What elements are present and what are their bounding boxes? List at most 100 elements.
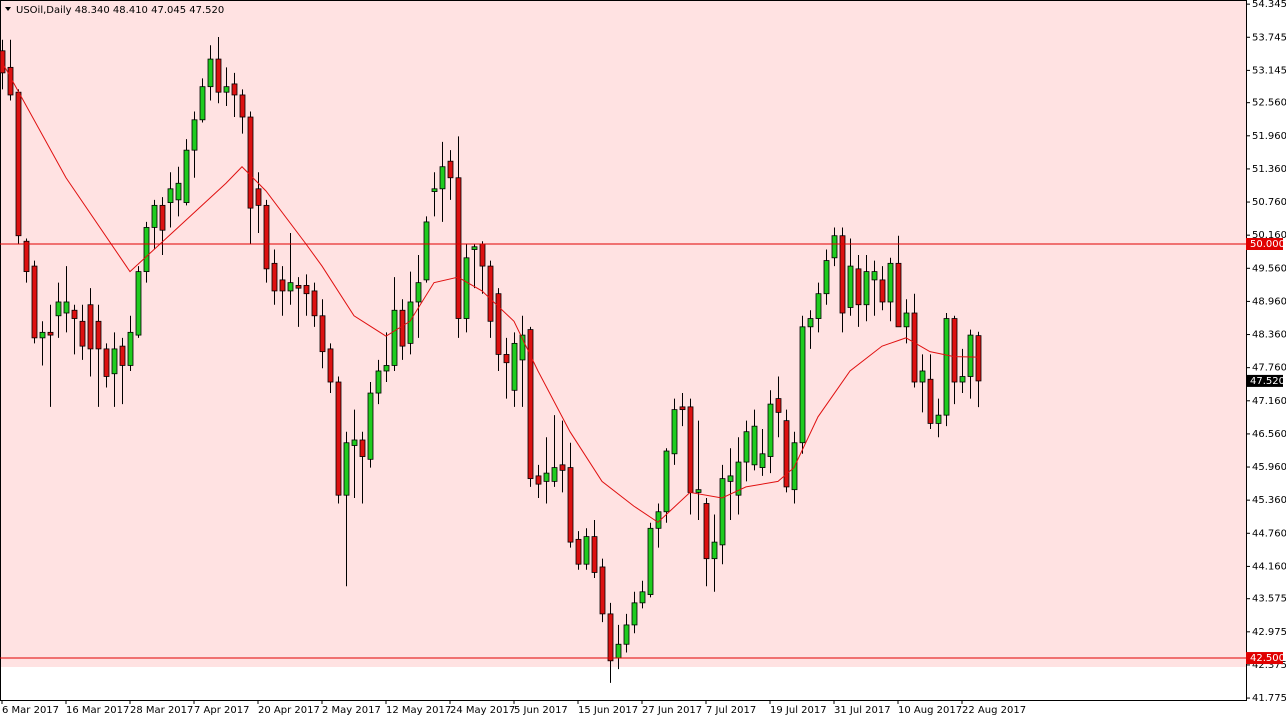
x-tick-label: 22 Aug 2017 [962, 705, 1026, 716]
y-tick-label: 42.975 [1252, 627, 1286, 638]
candle-body [431, 188, 438, 192]
y-tick-label: 50.160 [1252, 230, 1286, 241]
candle-body [951, 318, 958, 383]
candle-body [927, 378, 934, 424]
candle-body [87, 304, 94, 350]
x-tick-label: 19 Jul 2017 [770, 705, 827, 716]
candle-body [735, 461, 742, 496]
candle-body [815, 293, 822, 319]
candle-body [255, 188, 262, 206]
candle-body [847, 265, 854, 308]
y-tick-label: 48.360 [1252, 330, 1286, 341]
candle-body [687, 406, 694, 493]
candle-body [143, 227, 150, 273]
candle-body [31, 265, 38, 339]
candle-body [151, 204, 158, 228]
candle-body [783, 420, 790, 488]
candle-body [775, 398, 782, 413]
candle-body [679, 406, 686, 411]
candle-body [39, 331, 46, 339]
menu-arrow[interactable] [5, 7, 11, 11]
x-tick-label: 12 May 2017 [386, 705, 451, 716]
candle-body [63, 301, 70, 314]
candle-body [103, 348, 110, 377]
candle-body [439, 166, 446, 190]
level-label: 50.000 [1250, 239, 1285, 250]
candle-body [263, 204, 270, 270]
candle-body [247, 116, 254, 209]
candle-body [71, 309, 78, 319]
candle-body [895, 262, 902, 328]
y-tick-label: 49.560 [1252, 263, 1286, 274]
candle-body [583, 536, 590, 565]
candle-body [719, 478, 726, 546]
candle-body [879, 279, 886, 303]
y-tick-label: 47.760 [1252, 363, 1286, 374]
shaded-zone [0, 0, 1246, 667]
y-tick-label: 45.960 [1252, 462, 1286, 473]
candle-body [751, 425, 758, 466]
moving-average [1, 61, 979, 523]
candle-body [903, 312, 910, 328]
candle-body [183, 149, 190, 204]
candle-body [887, 262, 894, 303]
candle-body [727, 475, 734, 482]
candle-body [759, 453, 766, 468]
level-label-bg [1246, 238, 1283, 251]
y-tick-label: 48.960 [1252, 296, 1286, 307]
candle-body [591, 536, 598, 573]
candle-body [551, 467, 558, 482]
candle-body [911, 312, 918, 383]
candle-body [607, 613, 614, 662]
candle-body [863, 271, 870, 306]
candle-body [391, 309, 398, 366]
candle-body [599, 566, 606, 615]
candle-body [79, 320, 86, 347]
candle-body [407, 301, 414, 344]
candle-body [567, 467, 574, 543]
price-label-bg [1246, 374, 1283, 387]
candle-body [831, 235, 838, 259]
y-tick-label: 51.960 [1252, 131, 1286, 142]
candle-body [935, 414, 942, 424]
candle-body [319, 315, 326, 353]
candle-body [799, 326, 806, 444]
candle-body [15, 91, 22, 237]
candle-body [807, 318, 814, 328]
y-tick-label: 50.760 [1252, 197, 1286, 208]
x-tick-label: 31 Jul 2017 [834, 705, 891, 716]
candle-body [463, 257, 470, 319]
x-tick-label: 27 Jun 2017 [642, 705, 702, 716]
candle-body [479, 243, 486, 267]
candle-body [519, 334, 526, 361]
x-tick-label: 5 Jun 2017 [514, 705, 568, 716]
candle-body [335, 381, 342, 496]
candle-body [215, 58, 222, 93]
candle-body [327, 348, 334, 383]
candle-body [663, 450, 670, 513]
candle-body [559, 464, 566, 471]
candle-body [199, 86, 206, 121]
candle-body [55, 301, 62, 317]
y-tick-label: 52.560 [1252, 98, 1286, 109]
x-tick-label: 7 Jul 2017 [706, 705, 756, 716]
chart-title: USOil,Daily 48.340 48.410 47.045 47.520 [16, 5, 224, 16]
candle-body [303, 285, 310, 295]
candle-body [127, 331, 134, 366]
candle-body [647, 527, 654, 595]
y-tick-label: 41.775 [1252, 693, 1286, 704]
candle-body [767, 403, 774, 457]
candle-body [639, 591, 646, 604]
candle-body [511, 342, 518, 391]
candle-body [207, 58, 214, 88]
candle-body [375, 370, 382, 394]
candle-body [919, 370, 926, 383]
candle-body [287, 282, 294, 292]
candle-body [95, 320, 102, 350]
candle-body [967, 334, 974, 377]
candle-body [455, 177, 462, 319]
y-tick-label: 42.375 [1252, 660, 1286, 671]
candle-body [527, 329, 534, 480]
candle-body [711, 541, 718, 560]
